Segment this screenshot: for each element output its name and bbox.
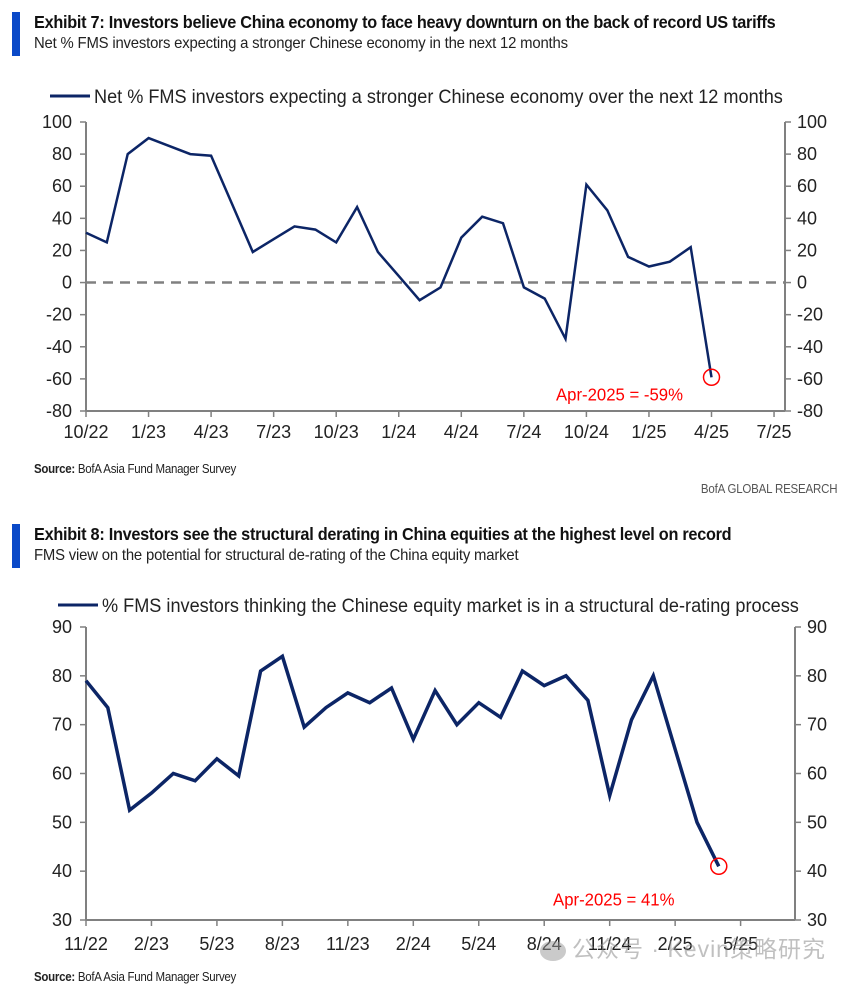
- chart-structural-derating: % FMS investors thinking the Chinese equ…: [52, 594, 827, 954]
- annotation-marker: [710, 857, 728, 876]
- annotation-marker: [702, 368, 721, 387]
- y-tick-label-right: 100: [797, 112, 827, 132]
- x-tick-label: 11/23: [326, 934, 370, 954]
- y-tick-label-left: 50: [52, 812, 72, 832]
- brand-label: BofA GLOBAL RESEARCH: [700, 482, 837, 496]
- y-tick-label-left: 60: [52, 176, 72, 196]
- exhibit-title: Exhibit 7: Investors believe China econo…: [34, 12, 776, 32]
- series-line: [84, 653, 721, 868]
- y-tick-label-left: -20: [46, 305, 72, 325]
- y-tick-label-right: 90: [807, 617, 827, 637]
- x-tick-label: 5/25: [723, 934, 758, 954]
- y-tick-label-left: -60: [46, 369, 72, 389]
- source-note: Source: BofA Asia Fund Manager Survey: [34, 462, 236, 476]
- x-tick-label: 7/24: [506, 422, 541, 442]
- source-label: Source:: [34, 970, 75, 984]
- y-tick-label-right: 40: [797, 208, 817, 228]
- x-tick-label: 2/25: [658, 934, 693, 954]
- source-label: Source:: [34, 462, 75, 476]
- y-tick-label-left: 40: [52, 208, 72, 228]
- legend-label: Net % FMS investors expecting a stronger…: [94, 85, 783, 107]
- exhibit-title: Exhibit 8: Investors see the structural …: [34, 524, 732, 544]
- source-note: Source: BofA Asia Fund Manager Survey: [34, 970, 236, 984]
- y-tick-label-left: 80: [52, 144, 72, 164]
- y-tick-label-right: -40: [797, 337, 823, 357]
- x-tick-label: 5/24: [461, 934, 496, 954]
- annotation-label: Apr-2025 = -59%: [556, 384, 683, 405]
- y-tick-label-right: -60: [797, 369, 823, 389]
- y-tick-label-right: -80: [797, 401, 823, 421]
- y-tick-label-left: -80: [46, 401, 72, 421]
- x-tick-label: 4/23: [194, 422, 229, 442]
- chart-china-economy-expectations: Net % FMS investors expecting a stronger…: [42, 85, 827, 442]
- x-tick-label: 2/23: [134, 934, 169, 954]
- y-tick-label-right: 70: [807, 715, 827, 735]
- exhibit-subtitle: FMS view on the potential for structural…: [34, 547, 519, 564]
- accent-bar: [12, 12, 20, 56]
- y-tick-label-left: 40: [52, 861, 72, 881]
- watermark-text: 公众号 · Kevin策略研究: [572, 936, 826, 962]
- wechat-icon: [540, 940, 566, 961]
- x-tick-label: 1/24: [381, 422, 416, 442]
- exhibit-subtitle: Net % FMS investors expecting a stronger…: [34, 35, 568, 52]
- series-line: [85, 136, 713, 378]
- y-tick-label-right: 0: [797, 273, 807, 293]
- y-tick-label-right: 40: [807, 861, 827, 881]
- y-tick-label-right: 60: [797, 176, 817, 196]
- source-text: BofA Asia Fund Manager Survey: [77, 462, 237, 476]
- source-text: BofA Asia Fund Manager Survey: [77, 970, 237, 984]
- y-tick-label-left: 80: [52, 666, 72, 686]
- x-tick-label: 11/24: [588, 934, 632, 954]
- accent-bar: [12, 524, 20, 568]
- x-tick-label: 1/25: [631, 422, 666, 442]
- x-tick-label: 7/25: [757, 422, 792, 442]
- y-tick-label-left: 0: [62, 273, 72, 293]
- y-tick-label-left: -40: [46, 337, 72, 357]
- annotation-label: Apr-2025 = 41%: [553, 889, 674, 910]
- y-tick-label-left: 90: [52, 617, 72, 637]
- y-tick-label-left: 60: [52, 764, 72, 784]
- x-tick-label: 4/25: [694, 422, 729, 442]
- legend-label: % FMS investors thinking the Chinese equ…: [102, 594, 799, 616]
- x-tick-label: 10/24: [564, 422, 609, 442]
- x-tick-label: 10/22: [63, 422, 108, 442]
- y-tick-label-right: 80: [797, 144, 817, 164]
- x-tick-label: 2/24: [396, 934, 431, 954]
- y-tick-label-left: 30: [52, 910, 72, 930]
- watermark: 公众号 · Kevin策略研究: [540, 930, 826, 964]
- x-tick-label: 8/23: [265, 934, 300, 954]
- x-tick-label: 5/23: [199, 934, 234, 954]
- x-tick-label: 11/22: [64, 934, 108, 954]
- y-tick-label-right: -20: [797, 305, 823, 325]
- y-tick-label-right: 60: [807, 764, 827, 784]
- y-tick-label-left: 70: [52, 715, 72, 735]
- y-tick-label-right: 20: [797, 240, 817, 260]
- y-tick-label-right: 30: [807, 910, 827, 930]
- x-tick-label: 10/23: [314, 422, 359, 442]
- y-tick-label-right: 50: [807, 812, 827, 832]
- x-tick-label: 7/23: [256, 422, 291, 442]
- y-tick-label-right: 80: [807, 666, 827, 686]
- x-tick-label: 1/23: [131, 422, 166, 442]
- y-tick-label-left: 20: [52, 240, 72, 260]
- y-tick-label-left: 100: [42, 112, 72, 132]
- x-tick-label: 4/24: [444, 422, 479, 442]
